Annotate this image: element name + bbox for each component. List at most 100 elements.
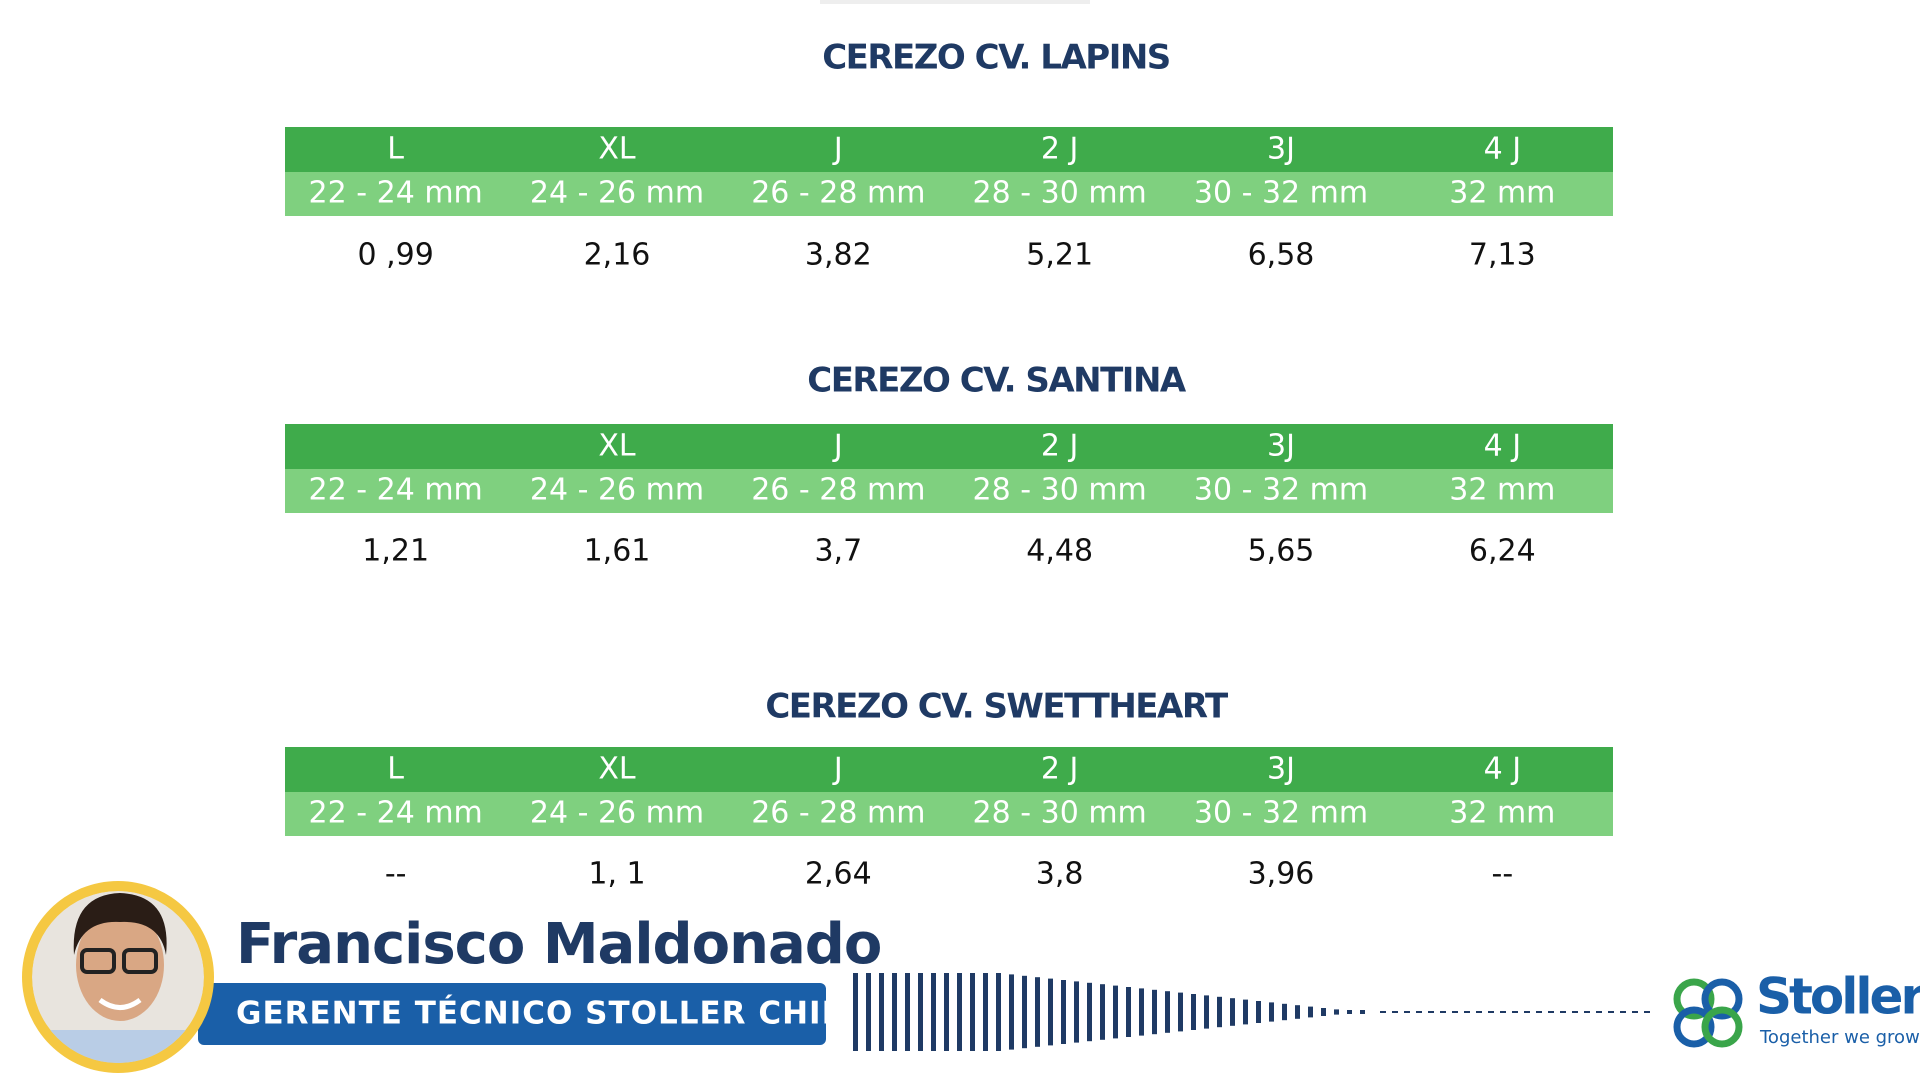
wave-dot [1476,1011,1482,1013]
value-cell: -- [1492,857,1514,892]
wave-bar [1061,980,1066,1044]
range-label: 26 - 28 mm [751,176,925,211]
value-cell: 5,21 [1026,238,1093,273]
range-label: 28 - 30 mm [973,176,1147,211]
wave-bar [1139,988,1144,1036]
table-title: CEREZO CV. SANTINA [807,361,1187,401]
wave-bar [1009,974,1014,1050]
size-row [285,127,1613,172]
logo-mark [1673,978,1743,1048]
size-label: 4 J [1484,752,1521,787]
wave-dot [1404,1011,1410,1013]
wave-bar [853,973,858,1051]
wave-bar [1256,1001,1261,1023]
wave-bar [1100,984,1105,1040]
size-row [285,747,1613,792]
speaker-role: GERENTE TÉCNICO STOLLER CHILE [236,996,865,1032]
wave-bar [1243,999,1248,1025]
wave-bar [918,973,923,1051]
wave-dot [1560,1011,1566,1013]
wave-bar [1113,985,1118,1039]
wave-dot [1428,1011,1434,1013]
wave-bar [996,973,1001,1051]
value-cell: 7,13 [1469,238,1536,273]
value-cell: 1, 1 [588,857,645,892]
lower-third: Francisco Maldonado GERENTE TÉCNICO STOL… [22,881,882,1073]
wave-bar [1152,989,1157,1035]
wave-dot [1392,1011,1398,1013]
wave-bar [1191,994,1196,1030]
wave-dot [1644,1011,1650,1013]
size-label: XL [598,752,636,787]
range-label: 24 - 26 mm [530,473,704,508]
top-bar [820,0,1090,4]
wave-bar [983,973,988,1051]
range-label: 32 mm [1449,796,1555,831]
wave-bar [1347,1010,1352,1014]
wave-bar [1230,998,1235,1026]
wave-bar [905,973,910,1051]
wave-dot [1524,1011,1530,1013]
wave-dot [1536,1011,1542,1013]
wave-bar [1269,1002,1274,1022]
range-label: 22 - 24 mm [309,473,483,508]
wave-bar [1022,975,1027,1049]
range-row [285,469,1613,513]
value-cell: 2,64 [805,857,872,892]
size-label: L [387,752,404,787]
waveform [853,973,1650,1051]
range-label: 28 - 30 mm [973,473,1147,508]
logo-name: Stoller [1756,968,1920,1026]
size-label: 3J [1267,132,1295,167]
value-cell: 1,61 [584,534,651,569]
size-label: 3J [1267,429,1295,464]
wave-bar [1282,1003,1287,1021]
wave-bar [970,973,975,1051]
range-label: 24 - 26 mm [530,176,704,211]
range-label: 30 - 32 mm [1194,176,1368,211]
size-label: 4 J [1484,132,1521,167]
wave-bar [892,973,897,1051]
avatar [32,891,204,1063]
wave-dot [1416,1011,1422,1013]
wave-bar [1295,1005,1300,1019]
size-row [285,424,1613,469]
wave-dot [1596,1011,1602,1013]
wave-bar [1126,987,1131,1037]
wave-dot [1440,1011,1446,1013]
wave-bar [1074,981,1079,1043]
range-row [285,172,1613,216]
tables: CEREZO CV. LAPINS L 22 - 24 mm 0 ,99 XL 24 - … [285,38,1613,892]
wave-dot [1608,1011,1614,1013]
speaker-name: Francisco Maldonado [236,912,881,977]
range-label: 26 - 28 mm [751,796,925,831]
value-cell: 6,58 [1248,238,1315,273]
wave-bar [1087,982,1092,1042]
value-cell: 5,65 [1248,534,1315,569]
logo: Stoller Together we grow. [1673,968,1920,1048]
value-cell: 4,48 [1026,534,1093,569]
wave-bar [1217,996,1222,1028]
value-cell: 0 ,99 [357,238,433,273]
range-label: 22 - 24 mm [309,796,483,831]
range-label: 28 - 30 mm [973,796,1147,831]
wave-bar [1321,1008,1326,1016]
wave-dot [1584,1011,1590,1013]
wave-dot [1620,1011,1626,1013]
range-label: 32 mm [1449,176,1555,211]
size-label: J [832,429,843,464]
size-label: 2 J [1041,132,1078,167]
wave-dot [1632,1011,1638,1013]
wave-dot [1512,1011,1518,1013]
range-label: 30 - 32 mm [1194,473,1368,508]
value-cell: -- [385,857,407,892]
size-label: J [832,132,843,167]
value-cell: 2,16 [584,238,651,273]
value-cell: 3,82 [805,238,872,273]
wave-dot [1572,1011,1578,1013]
wave-bar [1308,1006,1313,1018]
wave-bar [866,973,871,1051]
table-title: CEREZO CV. LAPINS [822,38,1170,78]
size-label: 2 J [1041,429,1078,464]
wave-bar [931,973,936,1051]
